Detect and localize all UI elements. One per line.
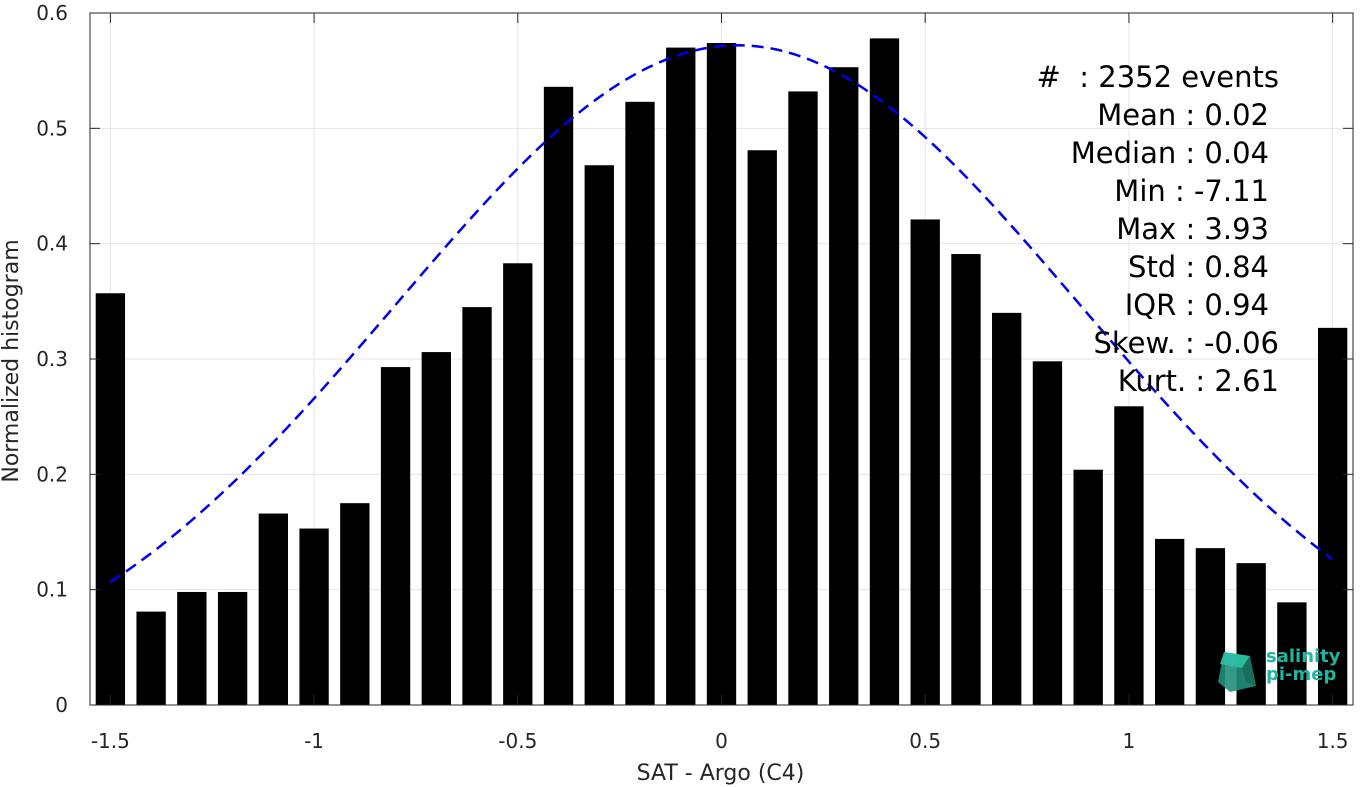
histogram-bar <box>788 91 818 706</box>
histogram-bar <box>421 352 451 705</box>
logo-text: salinity pi-mep <box>1266 648 1341 684</box>
x-tick-label: 0 <box>715 729 728 753</box>
x-tick-label: 1 <box>1123 729 1136 753</box>
x-tick-label: -1.5 <box>91 729 130 753</box>
histogram-bar <box>136 611 166 705</box>
y-tick-label: 0.6 <box>36 1 68 25</box>
bars-group <box>95 38 1348 706</box>
histogram-bar <box>992 312 1022 705</box>
histogram-bar <box>1154 538 1185 705</box>
stat-iqr: IQR : 0.94 <box>1124 288 1269 322</box>
histogram-bar <box>706 42 737 705</box>
histogram-bar <box>1277 602 1307 705</box>
histogram-bar <box>258 513 289 705</box>
stat-max: Max : 3.93 <box>1116 212 1269 246</box>
histogram-bar <box>666 47 696 706</box>
y-tick-label: 0.5 <box>36 116 68 140</box>
histogram-bar <box>951 254 981 705</box>
histogram-bar <box>177 591 207 705</box>
histogram-bar <box>543 86 574 705</box>
x-tick-label: 1.5 <box>1317 729 1349 753</box>
histogram-bar <box>462 307 492 705</box>
stat-std: Std : 0.84 <box>1128 250 1269 284</box>
histogram-bar <box>869 38 900 705</box>
y-tick-label: 0 <box>55 693 68 717</box>
normal-fit-curve <box>109 44 1334 584</box>
statistics-box: # : 2352 events Mean : 0.02 Median : 0.0… <box>1037 58 1279 400</box>
histogram-bar <box>1317 327 1348 705</box>
logo-cube-icon <box>1218 652 1256 692</box>
y-tick-label: 0.2 <box>36 462 68 486</box>
histogram-bar <box>910 219 940 706</box>
x-tick-label: -0.5 <box>498 729 537 753</box>
y-tick-labels: 0 0.1 0.2 0.3 0.4 0.5 0.6 <box>36 1 68 717</box>
stat-kurt: Kurt. : 2.61 <box>1117 364 1279 398</box>
histogram-bar <box>1114 406 1144 705</box>
histogram-bar <box>1032 361 1063 705</box>
y-tick-label: 0.1 <box>36 578 68 602</box>
histogram-bar <box>340 503 370 705</box>
stat-events: # : 2352 events <box>1036 60 1279 94</box>
histogram-bar <box>95 293 126 705</box>
tick-marks <box>90 12 1353 706</box>
salinity-pimep-logo: salinity pi-mep <box>1216 648 1346 696</box>
x-tick-label: -1 <box>304 729 324 753</box>
histogram-bar <box>299 528 329 705</box>
y-tick-label: 0.4 <box>36 232 68 256</box>
histogram-bar <box>584 165 614 706</box>
y-tick-label: 0.3 <box>36 347 68 371</box>
histogram-bar <box>380 367 411 705</box>
histogram-bar <box>625 101 655 706</box>
logo-line-1: salinity <box>1266 646 1341 667</box>
histogram-bar <box>829 67 859 705</box>
histogram-bar <box>747 150 777 705</box>
histogram-bar <box>503 263 533 705</box>
x-axis-label: SAT - Argo (C4) <box>637 761 805 786</box>
x-tick-labels: -1.5 -1 -0.5 0 0.5 1 1.5 <box>91 729 1349 753</box>
y-axis-label: Normalized histogram <box>0 239 24 482</box>
x-tick-label: 0.5 <box>909 729 941 753</box>
histogram-bar <box>217 591 248 705</box>
histogram-bar <box>1073 469 1103 705</box>
stat-mean: Mean : 0.02 <box>1097 98 1269 132</box>
stat-min: Min : -7.11 <box>1114 174 1269 208</box>
stat-skew: Skew. : -0.06 <box>1093 326 1279 360</box>
stat-median: Median : 0.04 <box>1070 136 1269 170</box>
logo-line-2: pi-mep <box>1266 664 1337 685</box>
